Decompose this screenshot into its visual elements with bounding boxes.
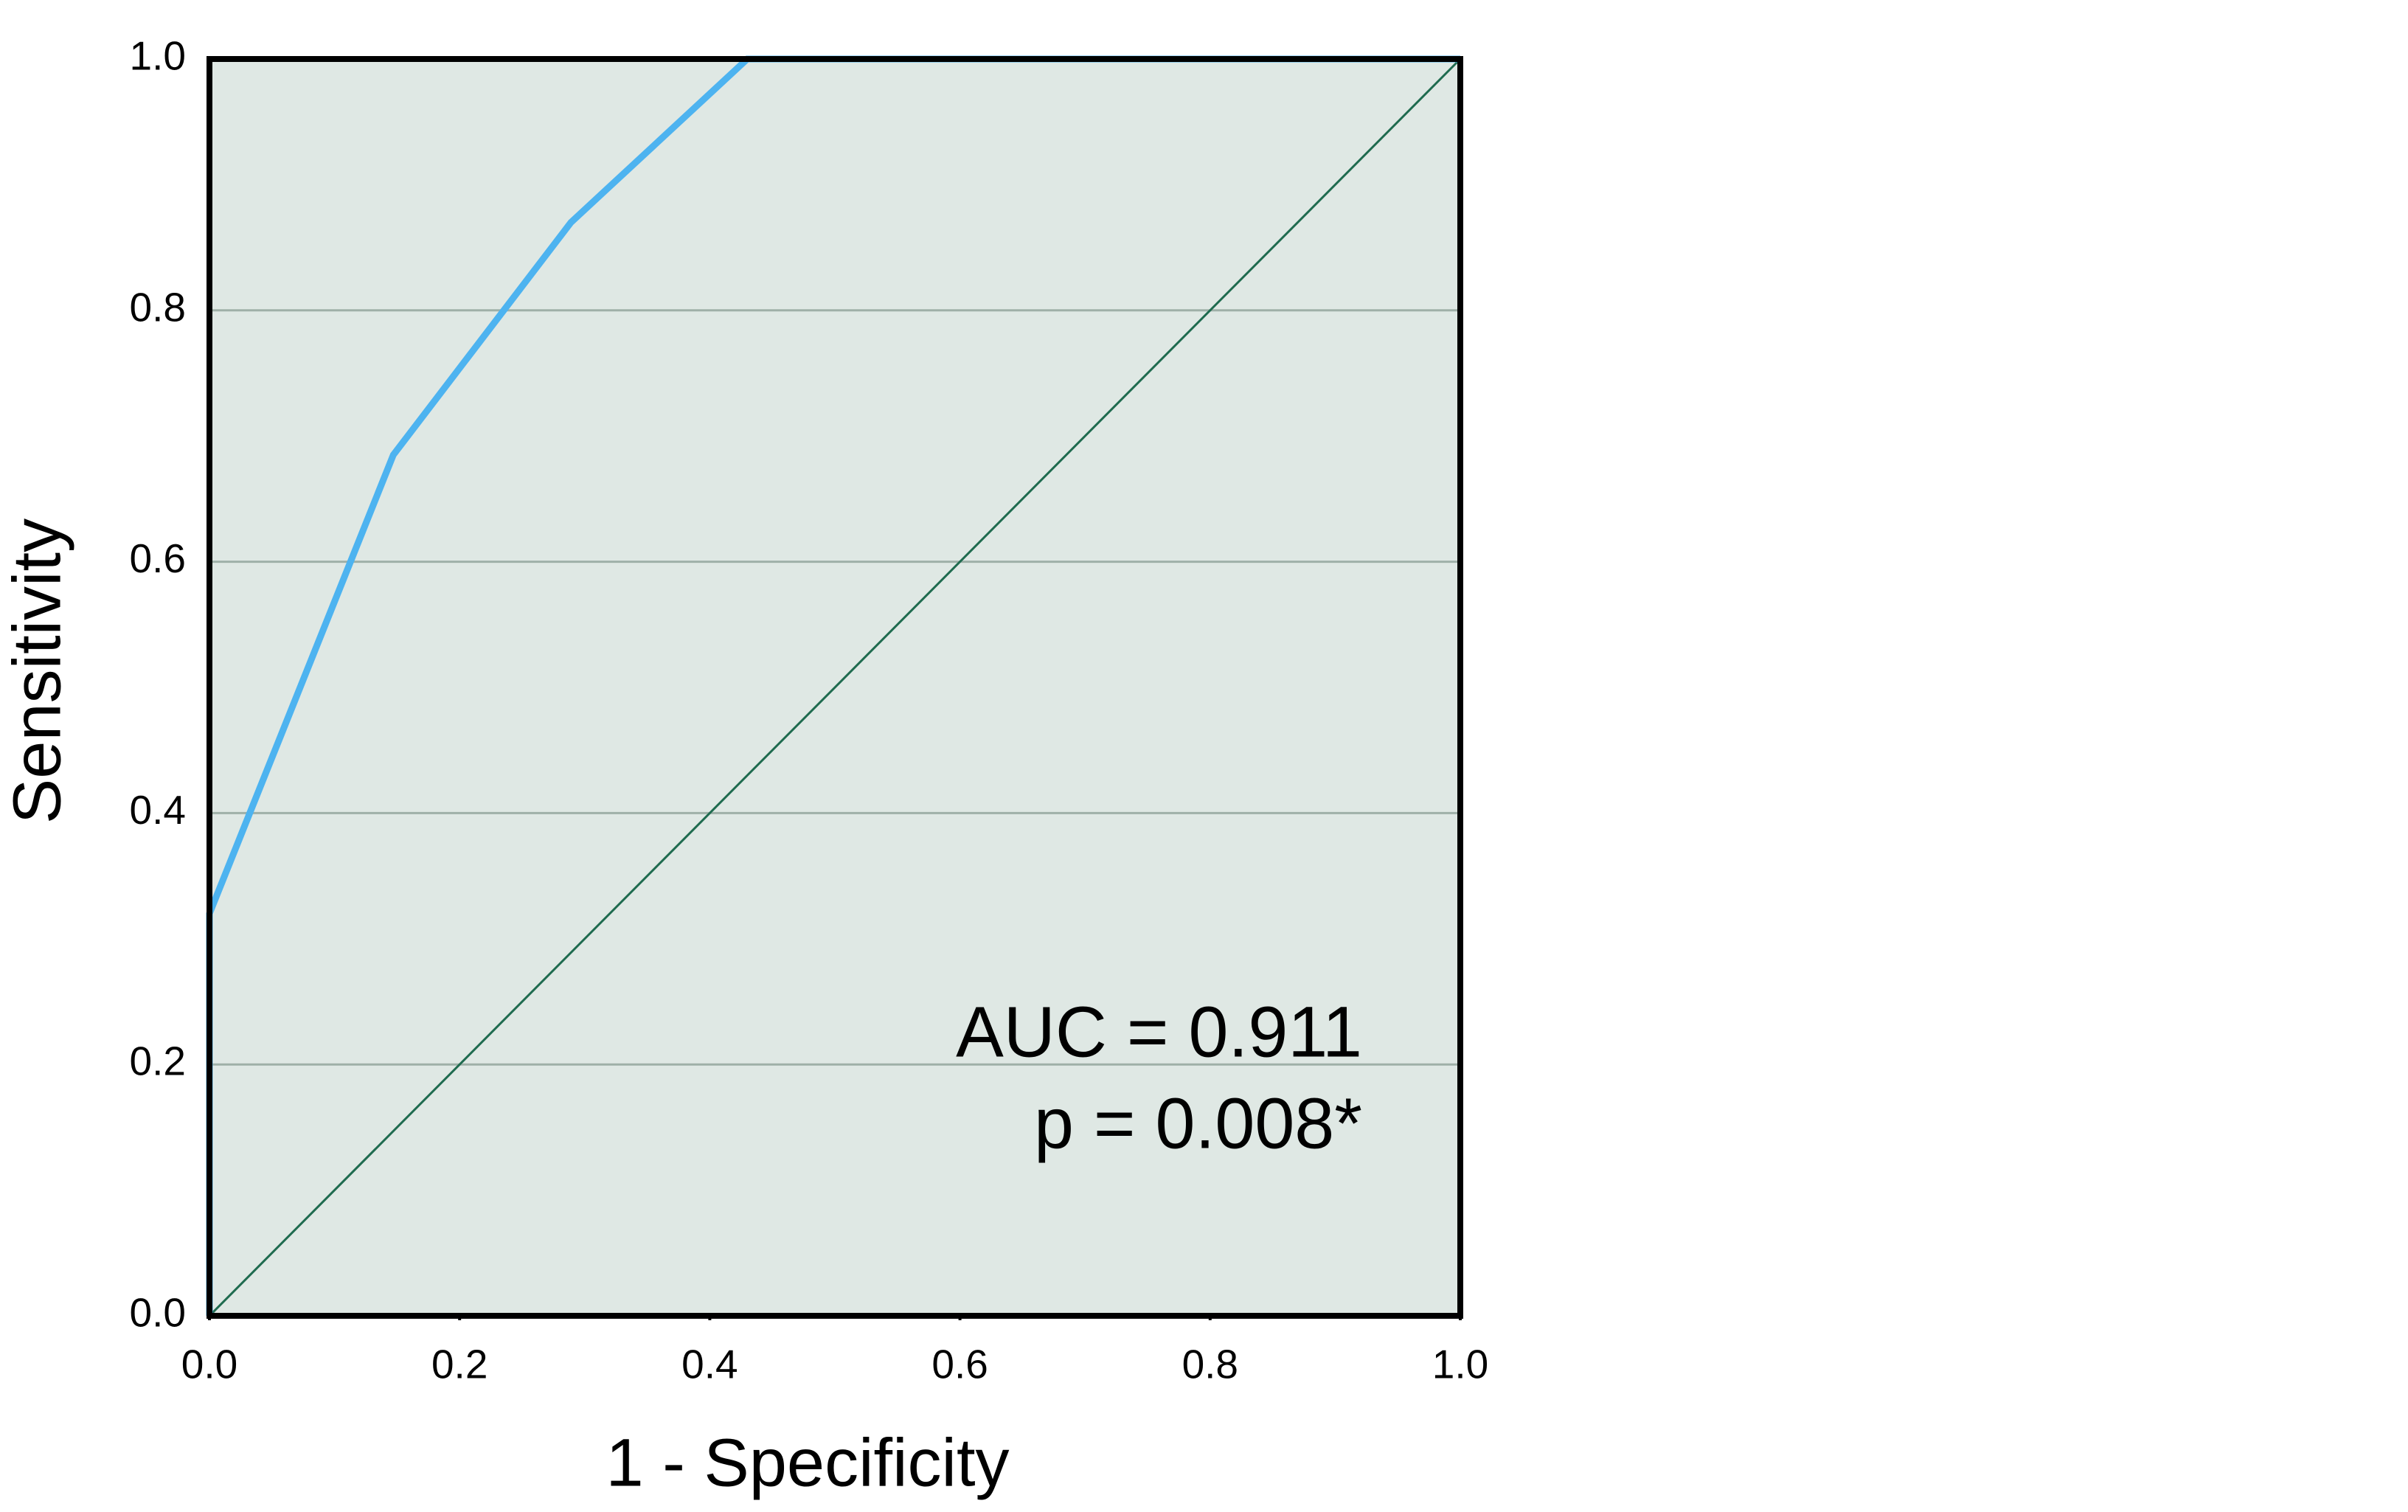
x-tick-label: 1.0 (1432, 1342, 1488, 1387)
x-axis-title: 1 - Specificity (606, 1425, 1009, 1500)
y-axis-title: Sensitivity (0, 519, 74, 824)
x-tick-label: 0.8 (1182, 1342, 1238, 1387)
y-tick-label: 0.8 (130, 284, 186, 330)
y-tick-label: 0.0 (130, 1290, 186, 1336)
x-tick-label: 0.2 (431, 1342, 488, 1387)
x-tick-label: 0.4 (681, 1342, 738, 1387)
x-tick-label: 0.0 (181, 1342, 237, 1387)
plot-border (207, 56, 1463, 1319)
reference-line (208, 58, 1462, 1317)
y-tick-label: 0.4 (130, 787, 186, 833)
annotation: AUC = 0.911 (956, 992, 1362, 1072)
annotation: p = 0.008* (1034, 1083, 1362, 1164)
y-tick-label: 0.6 (130, 535, 186, 581)
x-tick-label: 0.6 (931, 1342, 988, 1387)
y-tick-label: 1.0 (130, 33, 186, 79)
y-tick-label: 0.2 (130, 1038, 186, 1084)
